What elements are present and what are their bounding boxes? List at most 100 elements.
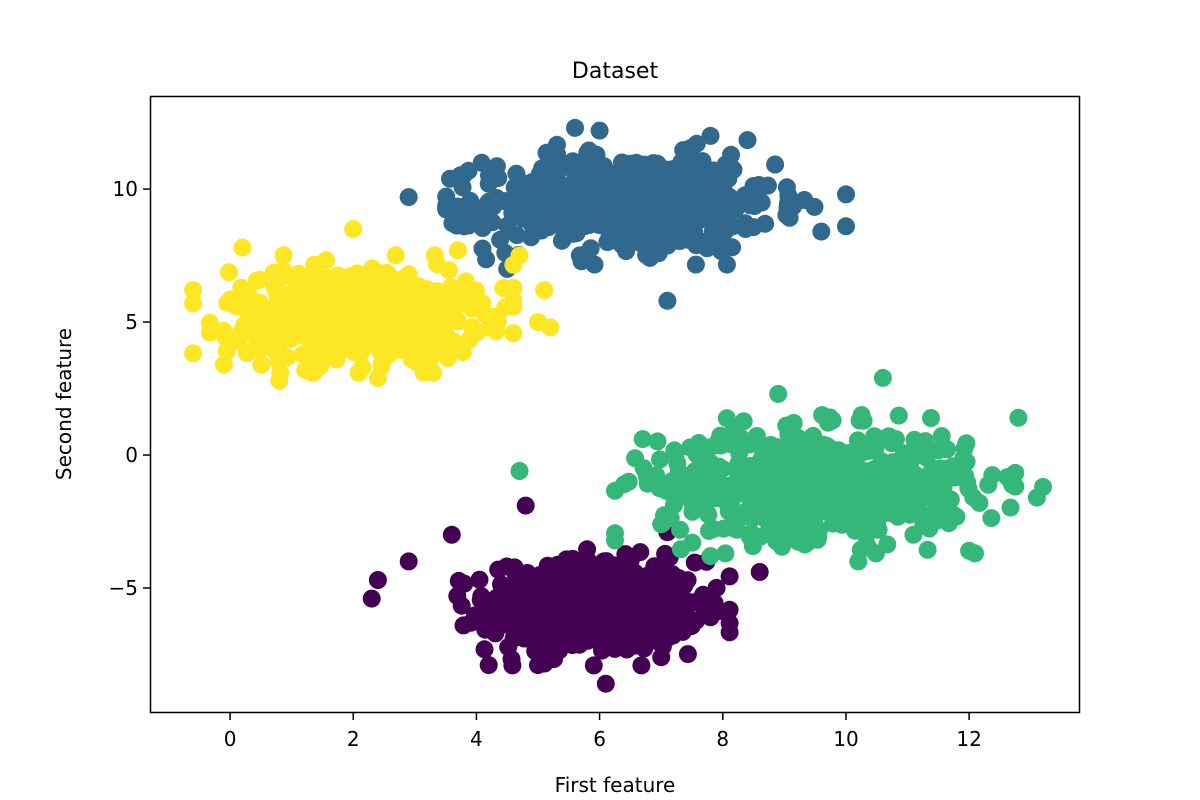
data-point [651, 450, 669, 469]
data-point [345, 287, 364, 306]
data-point [557, 550, 576, 569]
data-point [750, 563, 769, 581]
data-point [634, 201, 653, 220]
data-point [652, 648, 671, 667]
data-point [720, 567, 739, 586]
data-point [775, 504, 794, 522]
data-point [596, 674, 615, 693]
data-point [414, 363, 433, 382]
data-point [330, 297, 349, 316]
data-point [331, 316, 350, 335]
data-point [411, 341, 430, 360]
data-point [786, 428, 805, 447]
data-point [701, 547, 720, 566]
data-point [301, 346, 319, 365]
data-point [815, 439, 834, 458]
data-point [489, 560, 508, 579]
data-point [184, 344, 203, 363]
data-point [274, 246, 293, 265]
data-point [562, 599, 581, 618]
data-point [448, 241, 467, 260]
data-point [722, 518, 741, 537]
data-point [729, 454, 748, 473]
data-point [491, 230, 510, 249]
data-point [309, 330, 328, 349]
data-point [720, 600, 739, 619]
data-point [917, 448, 936, 467]
data-point [932, 427, 951, 446]
data-point [614, 601, 633, 620]
data-point [454, 166, 473, 185]
data-point [859, 538, 878, 557]
data-point [529, 656, 547, 675]
data-point [716, 203, 735, 222]
data-point [941, 490, 960, 509]
data-point [849, 552, 868, 571]
data-point [683, 216, 702, 235]
data-point [368, 571, 387, 589]
y-axis-label: Second feature [52, 328, 76, 480]
data-point [584, 656, 603, 675]
data-point [777, 416, 796, 435]
data-point [452, 596, 471, 615]
data-point [626, 564, 645, 582]
data-point [461, 191, 480, 210]
data-point [735, 186, 754, 205]
data-point [239, 286, 258, 305]
data-point [479, 192, 498, 211]
data-point [1009, 408, 1028, 427]
data-point [475, 640, 494, 659]
data-point [704, 161, 723, 180]
data-point [747, 427, 766, 445]
data-point [184, 294, 203, 313]
data-point [252, 308, 271, 327]
data-point [630, 225, 649, 244]
data-point [904, 525, 923, 544]
data-point [462, 299, 481, 318]
data-point [807, 491, 826, 510]
data-point [542, 161, 561, 180]
data-point [837, 217, 855, 236]
data-point [846, 521, 864, 540]
x-tick-label: 10 [833, 727, 858, 751]
data-point [918, 540, 937, 559]
data-point [479, 656, 498, 675]
data-point [410, 312, 429, 331]
data-point [689, 185, 708, 204]
data-point [422, 326, 441, 345]
data-point [852, 443, 871, 462]
data-point [723, 238, 742, 257]
data-point [869, 520, 888, 539]
data-point [877, 488, 896, 507]
data-point [594, 552, 613, 571]
data-point [477, 250, 496, 269]
data-point [834, 487, 853, 506]
data-point [555, 225, 574, 244]
data-point [581, 239, 600, 258]
data-point [558, 208, 577, 226]
data-point [507, 226, 526, 245]
data-point [813, 406, 832, 425]
data-point [804, 467, 823, 486]
data-point [428, 255, 446, 274]
data-point [717, 255, 736, 274]
data-point [420, 293, 439, 312]
data-point [812, 222, 831, 241]
data-point [983, 466, 1002, 485]
data-point [470, 570, 489, 589]
data-point [1003, 475, 1022, 494]
data-point [657, 481, 676, 500]
data-point [889, 406, 908, 425]
data-point [738, 131, 757, 150]
data-point [269, 351, 288, 370]
data-point [677, 470, 696, 489]
data-point [686, 485, 704, 504]
data-point [905, 430, 924, 449]
x-tick-label: 0 [224, 727, 237, 751]
x-axis-ticks: 0 2 4 6 8 10 12 [224, 713, 982, 751]
data-point [214, 355, 233, 374]
data-point [939, 514, 958, 533]
data-point [510, 462, 529, 480]
data-point [467, 323, 486, 342]
data-point [365, 298, 384, 317]
